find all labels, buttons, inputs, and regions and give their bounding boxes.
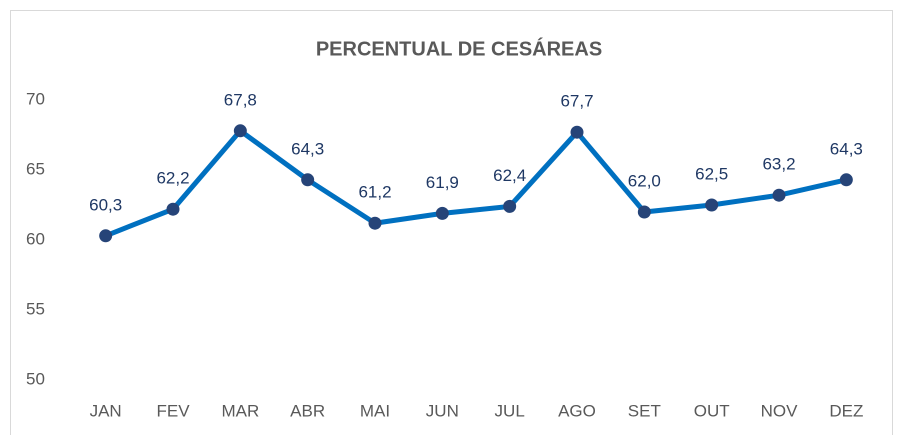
y-tick-label: 50	[26, 369, 45, 388]
y-tick-label: 70	[26, 89, 45, 108]
x-tick-label: MAI	[360, 401, 390, 420]
marker	[637, 205, 651, 219]
x-tick-label: AGO	[558, 401, 596, 420]
marker	[99, 229, 113, 243]
x-tick-label: SET	[628, 401, 661, 420]
x-tick-label: JUN	[426, 401, 459, 420]
x-tick-label: MAR	[221, 401, 259, 420]
x-tick-label: OUT	[694, 401, 730, 420]
value-label: 62,4	[493, 166, 526, 185]
marker	[705, 198, 719, 212]
value-label: 62,5	[695, 164, 728, 183]
value-label: 64,3	[291, 139, 324, 158]
value-label: 61,9	[426, 173, 459, 192]
value-label: 67,8	[224, 90, 257, 109]
x-tick-label: JAN	[90, 401, 122, 420]
marker	[435, 206, 449, 220]
marker	[839, 173, 853, 187]
x-tick-label: DEZ	[829, 401, 863, 420]
marker	[166, 202, 180, 216]
x-tick-label: ABR	[290, 401, 325, 420]
chart-title: PERCENTUAL DE CESÁREAS	[316, 37, 602, 60]
value-label: 64,3	[830, 139, 863, 158]
marker	[570, 125, 584, 139]
value-label: 62,2	[156, 169, 189, 188]
chart-border	[10, 10, 893, 435]
y-tick-label: 60	[26, 229, 45, 248]
value-label: 62,0	[628, 171, 661, 190]
marker	[503, 199, 517, 213]
marker	[368, 216, 382, 230]
value-label: 61,2	[358, 183, 391, 202]
y-tick-label: 65	[26, 159, 45, 178]
marker	[233, 124, 247, 138]
value-label: 60,3	[89, 195, 122, 214]
marker	[772, 188, 786, 202]
x-tick-label: NOV	[761, 401, 799, 420]
value-label: 67,7	[560, 92, 593, 111]
marker	[301, 173, 315, 187]
x-tick-label: FEV	[156, 401, 190, 420]
line	[104, 128, 847, 239]
value-label: 63,2	[762, 155, 795, 174]
y-tick-label: 55	[26, 299, 45, 318]
x-tick-label: JUL	[495, 401, 525, 420]
